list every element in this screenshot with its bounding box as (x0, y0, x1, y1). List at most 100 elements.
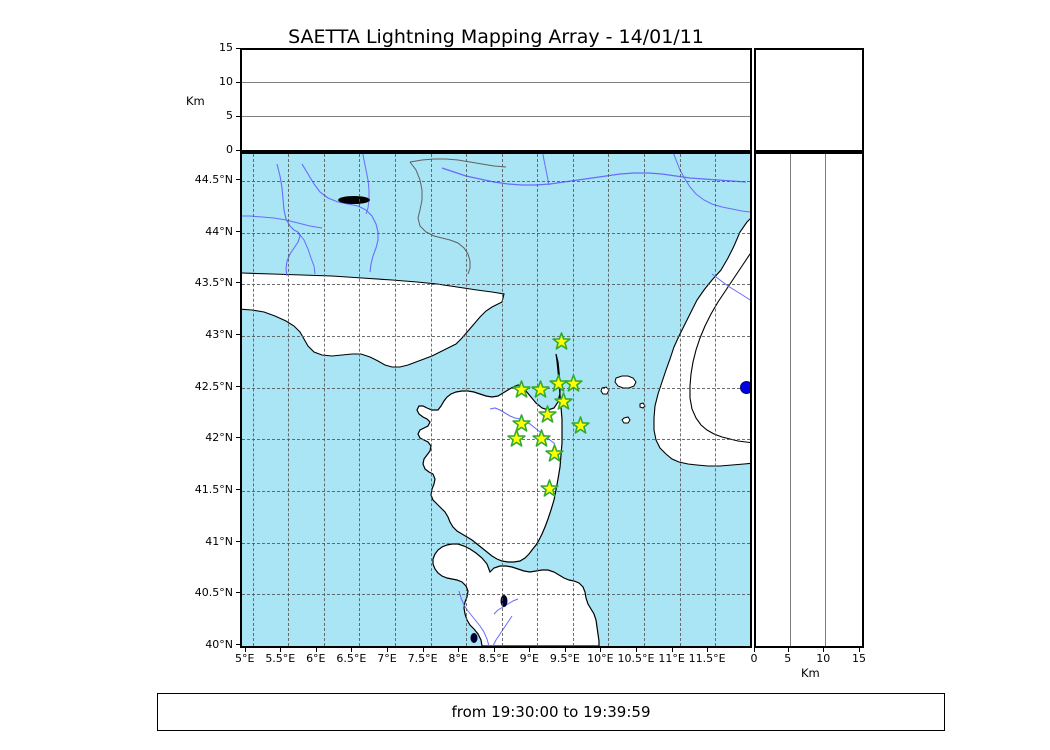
river-sardinia-1 (458, 590, 490, 646)
graticule-lat-40 (242, 646, 750, 647)
ticklabel-lon-11p5: 11.5°E (688, 652, 726, 665)
tickmark-lat-40p5 (236, 592, 240, 594)
gridline-10km (242, 81, 750, 83)
ticklabel-right-15: 15 (852, 652, 866, 665)
graticule-lon-6 (323, 154, 325, 646)
ticklabel-lon-6p5: 6.5°E (336, 652, 367, 665)
tickmark-lat-40 (236, 644, 240, 645)
ticklabel-lat-43p5: 43.5°N (194, 276, 233, 290)
ticklabel-lat-43: 43°N (205, 328, 233, 341)
ticklabel-lon-10: 10°E (587, 652, 614, 665)
graticule-lat-44 (242, 232, 750, 234)
tickmark-lat-42 (236, 437, 240, 439)
graticule-lon-9p5 (572, 154, 574, 646)
border-switzerland (409, 158, 507, 168)
graticule-lon-6p5 (359, 154, 361, 646)
ticklabel-lon-11: 11°E (658, 652, 685, 665)
map-panel[interactable] (240, 152, 752, 648)
graticule-lon-11p5 (715, 154, 717, 646)
tickmark-lon-10 (600, 648, 602, 652)
tickmark-lat-44 (236, 230, 240, 232)
tickmark-right-15 (859, 648, 860, 652)
lake-sardinia-2 (470, 633, 478, 643)
ticklabel-lat-42p5: 42.5°N (194, 379, 233, 393)
tickmark-lon-6p5 (351, 648, 353, 652)
corner-panel (754, 48, 864, 152)
graticule-lon-5 (252, 154, 254, 646)
tickmark-lat-41 (236, 540, 240, 542)
vhf-source-dot (739, 381, 750, 395)
tickmark-lon-7 (387, 648, 388, 652)
graticule-lon-5p5 (288, 154, 290, 646)
river-saone (362, 154, 370, 215)
graticule-lon-10 (608, 154, 610, 646)
tickmark-right-10 (823, 648, 825, 652)
ticklabel-lat-42: 42°N (205, 431, 233, 445)
tickmark-right-0 (754, 648, 755, 652)
map-geography (242, 154, 750, 646)
graticule-lat-43 (242, 336, 750, 337)
altitude-longitude-panel (240, 48, 752, 152)
ticklabel-lon-9p5: 9.5°E (549, 652, 580, 665)
tickmark-lon-8p5 (493, 648, 495, 652)
tick-top-15: 15 (219, 41, 233, 54)
graticule-lat-40p5 (242, 594, 750, 596)
ticklabel-lat-41p5: 41.5°N (194, 483, 233, 496)
tickmark-top-0 (236, 150, 240, 151)
tickmark-lon-8 (458, 648, 460, 652)
ticklabel-right-10: 10 (816, 652, 831, 665)
island-capraia (600, 386, 610, 395)
gridline-right-10km (825, 154, 827, 646)
right-panel-axis-label: Km (801, 666, 820, 680)
tickmark-lat-43p5 (236, 282, 240, 284)
ticklabel-lon-5p5: 5.5°E (265, 652, 296, 665)
tickmark-lon-11p5 (707, 648, 709, 652)
graticule-lon-11 (679, 154, 681, 646)
graticule-lat-42p5 (242, 387, 750, 389)
tickmark-lat-43 (236, 334, 240, 335)
graticule-lat-43p5 (242, 284, 750, 286)
tickmark-right-5 (787, 648, 789, 652)
graticule-lon-9 (537, 154, 539, 646)
altitude-latitude-panel (754, 152, 864, 648)
ticklabel-lon-8: 8°E (448, 652, 468, 665)
graticule-lat-44p5 (242, 181, 750, 182)
river-var (297, 231, 316, 275)
gridline-right-5km (789, 154, 791, 646)
tickmark-lon-7p5 (422, 648, 424, 652)
island-montecristo (621, 416, 631, 424)
graticule-lat-42 (242, 439, 750, 441)
graticule-lon-7p5 (430, 154, 432, 646)
ticklabel-lon-7p5: 7.5°E (407, 652, 438, 665)
graticule-lon-8 (466, 154, 468, 646)
ticklabel-lon-6: 6°E (306, 652, 326, 665)
coastline-france-south (242, 272, 505, 368)
time-range-text: from 19:30:00 to 19:39:59 (451, 703, 651, 721)
tickmark-lat-41p5 (236, 489, 240, 490)
ticklabel-right-0: 0 (750, 652, 758, 665)
graticule-lat-41p5 (242, 491, 750, 492)
top-panel-axis-label: Km (186, 94, 205, 108)
tickmark-top-5 (236, 115, 240, 117)
island-elba (614, 375, 637, 389)
tickmark-lon-5p5 (280, 648, 282, 652)
graticule-lat-41 (242, 542, 750, 544)
river-durance (242, 215, 323, 229)
graticule-lon-7 (395, 154, 396, 646)
tickmark-lon-9 (529, 648, 531, 652)
ticklabel-lon-7: 7°E (377, 652, 397, 665)
lake-geneva (338, 196, 370, 204)
tickmark-lon-6 (315, 648, 317, 652)
border-france-italy (409, 161, 471, 275)
ticklabel-lon-8p5: 8.5°E (478, 652, 509, 665)
ticklabel-lon-9: 9°E (519, 652, 540, 665)
page-title: SAETTA Lightning Mapping Array - 14/01/1… (288, 26, 704, 48)
ticklabel-right-5: 5 (784, 652, 792, 665)
tickmark-lon-9p5 (564, 648, 566, 652)
coastline-italy-east (689, 253, 750, 444)
tick-top-10: 10 (219, 75, 233, 88)
tickmark-lat-44p5 (236, 179, 240, 180)
tickmark-lat-42p5 (236, 385, 240, 387)
ticklabel-lat-44p5: 44.5°N (194, 173, 233, 186)
